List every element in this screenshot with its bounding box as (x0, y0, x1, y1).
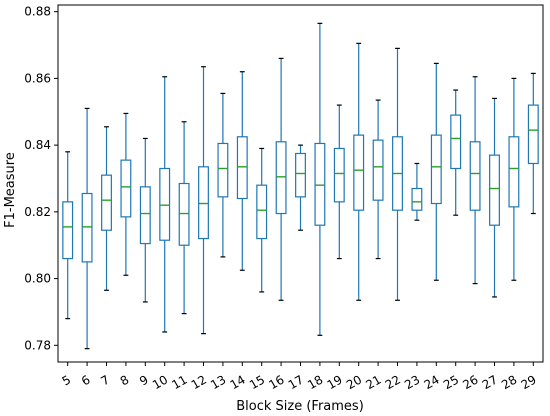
box (101, 174, 112, 231)
x-tick-label: 28 (499, 372, 519, 392)
box (353, 134, 365, 211)
box (527, 104, 539, 165)
x-tick-label: 19 (325, 372, 345, 392)
x-tick-label: 21 (363, 372, 383, 392)
box (469, 141, 481, 211)
box (314, 142, 326, 226)
x-tick-label: 6 (79, 372, 93, 388)
x-tick-label: 12 (189, 372, 209, 392)
y-tick-label: 0.88 (24, 5, 51, 19)
box (295, 152, 306, 198)
x-tick-label: 16 (266, 372, 286, 392)
box-group-12 (198, 66, 209, 335)
box-group-20 (353, 42, 365, 301)
box (450, 114, 462, 170)
box-group-14 (236, 71, 248, 271)
x-tick-label: 17 (286, 372, 306, 392)
box-group-25 (450, 89, 462, 216)
box-group-23 (411, 162, 423, 221)
box (236, 136, 248, 200)
x-tick-label: 26 (460, 372, 480, 392)
box (120, 159, 132, 218)
box (178, 182, 190, 246)
x-tick-label: 7 (98, 372, 112, 388)
box-group-6 (81, 107, 93, 350)
box-group-22 (392, 47, 403, 301)
box (275, 141, 287, 215)
x-tick-label: 29 (519, 372, 539, 392)
x-axis: 5 6 7 8 9 10 11 12 13 14 15 16 17 18 19 20 21 22 23 24 25 26 2… (60, 362, 539, 392)
box-group-24 (430, 62, 442, 281)
x-tick-label: 27 (480, 372, 500, 392)
box (159, 167, 171, 241)
box-group-28 (508, 77, 520, 281)
plot-area (57, 4, 544, 363)
box-group-15 (256, 147, 268, 293)
y-tick-label: 0.78 (24, 338, 51, 352)
box-group-17 (295, 144, 306, 231)
x-tick-label: 15 (247, 372, 267, 392)
y-tick-label: 0.84 (24, 138, 51, 152)
box-group-26 (469, 76, 481, 285)
x-tick-label: 10 (150, 372, 170, 392)
x-tick-label: 20 (344, 372, 364, 392)
x-tick-label: 8 (118, 372, 132, 388)
y-axis: 0.78 0.80 0.82 0.84 0.86 0.88 (24, 5, 58, 352)
x-tick-label: 25 (441, 372, 461, 392)
box (333, 147, 345, 203)
box-group-27 (489, 97, 500, 298)
y-tick-label: 0.80 (24, 272, 51, 286)
box (62, 201, 74, 260)
box-group-18 (314, 22, 326, 336)
box-group-21 (372, 99, 384, 260)
box (430, 134, 442, 205)
x-tick-label: 5 (60, 372, 74, 388)
box-group-5 (62, 151, 74, 320)
x-tick-label: 13 (208, 372, 228, 392)
box (198, 166, 209, 240)
box (217, 142, 229, 198)
box (139, 186, 151, 245)
x-tick-label: 23 (402, 372, 422, 392)
box-group-29 (527, 72, 539, 215)
box (256, 184, 268, 240)
box-group-16 (275, 57, 287, 301)
x-tick-label: 9 (137, 372, 151, 388)
x-tick-label: 18 (305, 372, 325, 392)
box-group-7 (101, 126, 112, 291)
box (489, 154, 500, 226)
box-group-8 (120, 112, 132, 276)
y-tick-label: 0.86 (24, 71, 51, 85)
box (81, 192, 93, 263)
y-tick-label: 0.82 (24, 205, 51, 219)
box-group-10 (159, 76, 171, 333)
box (411, 187, 423, 211)
x-tick-label: 14 (228, 372, 248, 392)
x-axis-label: Block Size (Frames) (236, 399, 364, 414)
x-tick-label: 24 (422, 372, 442, 392)
box-group-9 (139, 137, 151, 303)
box (372, 139, 384, 201)
box (508, 136, 520, 208)
x-tick-label: 22 (383, 372, 403, 392)
box-group-13 (217, 92, 229, 258)
box-group-19 (333, 104, 345, 260)
x-tick-label: 11 (169, 372, 189, 392)
y-axis-label: F1-Measure (3, 152, 18, 228)
box-group-11 (178, 121, 190, 315)
